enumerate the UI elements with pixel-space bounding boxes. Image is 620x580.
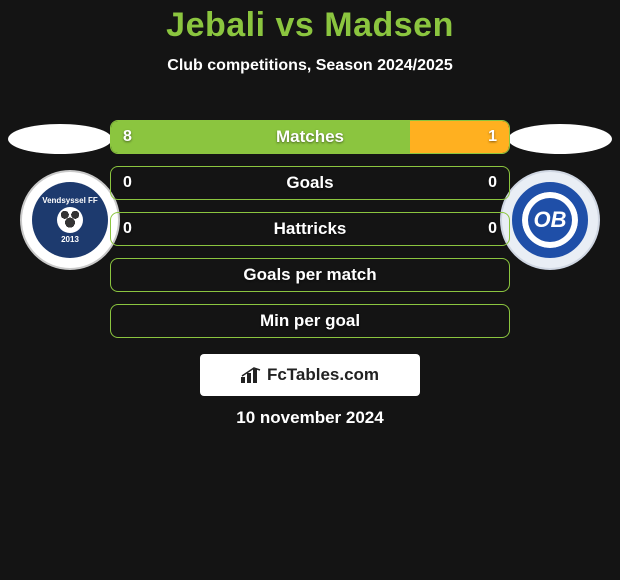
stat-row: Min per goal — [110, 304, 510, 338]
page-title: Jebali vs Madsen — [0, 6, 620, 45]
stat-value-left: 8 — [123, 128, 132, 146]
stat-row: 8 1 Matches — [110, 120, 510, 154]
left-club-name: Vendsyssel FF — [42, 196, 98, 205]
stat-label: Min per goal — [260, 311, 360, 331]
brand-box: FcTables.com — [200, 354, 420, 396]
stat-value-left: 0 — [123, 220, 132, 238]
date-text: 10 november 2024 — [0, 408, 620, 428]
brand-text: FcTables.com — [267, 365, 379, 385]
right-club-short: OB — [534, 207, 567, 233]
stat-label: Goals per match — [243, 265, 376, 285]
soccer-ball-icon — [57, 207, 83, 233]
left-club-crest: Vendsyssel FF 2013 — [32, 182, 108, 258]
page-subtitle: Club competitions, Season 2024/2025 — [0, 57, 620, 75]
stat-label: Hattricks — [274, 219, 347, 239]
left-club-badge: Vendsyssel FF 2013 — [20, 170, 120, 270]
right-club-badge: OB — [500, 170, 600, 270]
stat-row: 0 0 Goals — [110, 166, 510, 200]
left-player-ellipse — [8, 124, 112, 154]
bar-chart-icon — [241, 367, 261, 383]
stat-label: Goals — [286, 173, 333, 193]
left-club-year: 2013 — [61, 235, 79, 244]
stat-label: Matches — [276, 127, 344, 147]
stat-fill-left — [111, 121, 410, 153]
stats-bars: 8 1 Matches 0 0 Goals 0 0 Hattricks Goals per mat… — [110, 120, 510, 350]
right-club-crest: OB — [512, 182, 588, 258]
stat-value-right: 1 — [488, 128, 497, 146]
stat-value-left: 0 — [123, 174, 132, 192]
stat-row: 0 0 Hattricks — [110, 212, 510, 246]
stat-value-right: 0 — [488, 220, 497, 238]
stat-row: Goals per match — [110, 258, 510, 292]
stat-value-right: 0 — [488, 174, 497, 192]
right-player-ellipse — [508, 124, 612, 154]
